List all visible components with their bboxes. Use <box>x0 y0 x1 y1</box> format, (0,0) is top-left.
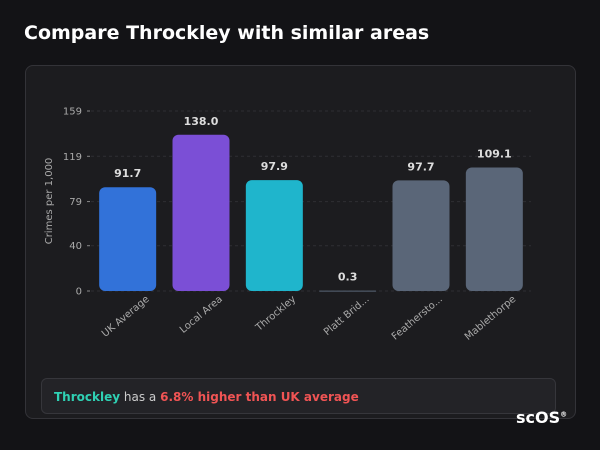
value-label: 138.0 <box>184 115 219 128</box>
bar <box>465 167 523 291</box>
x-tick-label: Mablethorpe <box>463 294 518 343</box>
summary-highlight: 6.8% higher than UK average <box>160 390 359 404</box>
bar <box>99 187 157 291</box>
value-label: 97.9 <box>261 160 288 173</box>
page-title: Compare Throckley with similar areas <box>24 22 430 44</box>
logo-text: scOS <box>516 408 561 427</box>
value-label: 97.7 <box>407 160 434 173</box>
value-label: 91.7 <box>114 167 141 180</box>
summary: Throckley has a 6.8% higher than UK aver… <box>41 378 556 414</box>
y-axis-label: Crimes per 1,000 <box>44 158 55 245</box>
y-tick-label: 79 <box>69 197 82 208</box>
bar <box>392 180 450 291</box>
value-label: 0.3 <box>338 271 358 284</box>
x-tick-label: Throckley <box>253 294 298 334</box>
y-tick-label: 119 <box>63 152 82 163</box>
logo: scOS® <box>516 408 567 427</box>
summary-subject: Throckley <box>54 390 121 404</box>
logo-mark: ® <box>560 410 568 419</box>
x-tick-label: Platt Brid... <box>322 294 372 338</box>
x-tick-label: Local Area <box>178 294 225 336</box>
y-tick-label: 0 <box>76 287 82 298</box>
summary-text: has a <box>123 390 157 404</box>
x-tick-label: Feathersto... <box>390 294 445 343</box>
value-label: 109.1 <box>477 147 512 160</box>
bar <box>245 180 303 291</box>
y-tick-label: 159 <box>63 107 82 118</box>
x-tick-label: UK Average <box>100 294 152 340</box>
bar <box>319 290 377 292</box>
y-tick-label: 40 <box>69 241 82 252</box>
bar <box>172 134 230 291</box>
